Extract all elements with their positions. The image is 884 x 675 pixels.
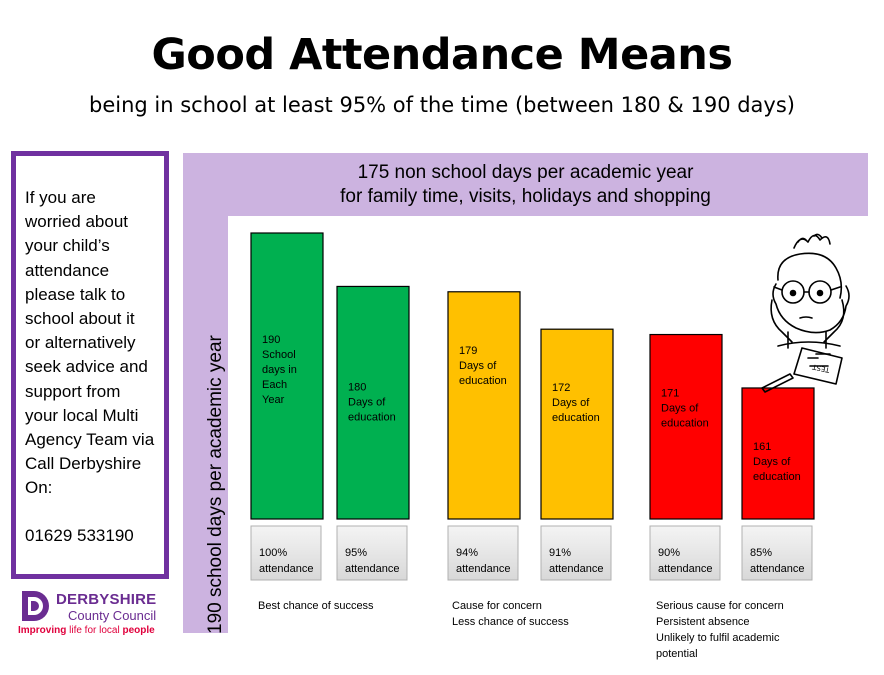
bar-label: education: [753, 471, 801, 483]
bar-label: Days of: [459, 360, 497, 372]
bar-label: 179: [459, 345, 477, 357]
tagline-mid: life for local: [66, 625, 123, 636]
bar: [649, 333, 723, 520]
attendance-label: 100%: [259, 547, 287, 559]
bar: [447, 291, 521, 520]
attendance-label: 95%: [345, 547, 367, 559]
bar-label: 171: [661, 388, 679, 400]
info-line: school about it: [25, 309, 135, 329]
page-title: Good Attendance Means: [151, 30, 733, 80]
info-line: or alternatively: [25, 333, 136, 353]
group-note: Serious cause for concern: [656, 600, 784, 612]
bar-label: education: [459, 375, 507, 387]
info-line: support from: [25, 381, 121, 401]
attendance-label: 90%: [658, 547, 680, 559]
bar-label: Days of: [552, 397, 590, 409]
group-note: Unlikely to fulfil academic: [656, 632, 780, 644]
attendance-box: [540, 525, 612, 581]
logo-emblem-icon: [22, 591, 49, 621]
attendance-box: [741, 525, 813, 581]
attendance-box: [250, 525, 322, 581]
bar-label: education: [552, 412, 600, 424]
bar-label: 172: [552, 382, 570, 394]
svg-text:TEST: TEST: [811, 362, 831, 374]
band-line-2: for family time, visits, holidays and sh…: [340, 186, 711, 207]
bar: [336, 285, 410, 520]
attendance-label: 94%: [456, 547, 478, 559]
phone-number: 01629 533190: [25, 526, 134, 545]
bar-label: 180: [348, 381, 366, 393]
bar-label: Days of: [661, 403, 699, 415]
group-note: Best chance of success: [258, 600, 374, 612]
group-note: Persistent absence: [656, 616, 750, 628]
attendance-label: attendance: [345, 563, 399, 575]
bar: [540, 328, 614, 520]
attendance-label: 85%: [750, 547, 772, 559]
info-line: worried about: [25, 212, 129, 232]
info-line: On:: [25, 478, 53, 498]
info-text: If you are worried about your child’s at…: [25, 186, 165, 501]
bar-label: education: [661, 418, 709, 430]
attendance-label: attendance: [658, 563, 712, 575]
tagline-end: people: [122, 625, 155, 636]
bar-label: 190: [262, 334, 280, 346]
logo-council: County Council: [68, 608, 157, 623]
attendance-label: attendance: [259, 563, 313, 575]
bar-label: days in: [262, 364, 297, 376]
bar-label: education: [348, 411, 396, 423]
attendance-box: [649, 525, 721, 581]
group-note: Less chance of success: [452, 616, 569, 628]
non-school-days-band: 175 non school days per academic year fo…: [183, 153, 868, 216]
logo-tagline: Improving life for local people: [18, 625, 155, 636]
tagline-bold: Improving: [18, 625, 67, 636]
bar-label: 161: [753, 441, 771, 453]
info-line: your child’s: [25, 236, 110, 256]
attendance-box: [447, 525, 519, 581]
bar-label: School: [262, 349, 296, 361]
bar-label: Days of: [753, 456, 791, 468]
attendance-label: 91%: [549, 547, 571, 559]
attendance-label: attendance: [549, 563, 603, 575]
bar-label: Each: [262, 379, 287, 391]
non-school-days-text: 175 non school days per academic year fo…: [183, 161, 868, 209]
attendance-box: [336, 525, 408, 581]
attendance-label: attendance: [456, 563, 510, 575]
bar-label: Year: [262, 394, 285, 406]
school-days-band: 190 school days per academic year: [183, 216, 228, 634]
bar-label: Days of: [348, 396, 386, 408]
info-line: please talk to: [25, 284, 126, 304]
worried-student-illustration: TEST: [758, 228, 868, 402]
bar: [741, 387, 815, 520]
band-line-1: 175 non school days per academic year: [357, 162, 694, 183]
info-line: your local Multi: [25, 405, 139, 425]
info-line: Agency Team via: [25, 430, 155, 450]
info-box: If you are worried about your child’s at…: [11, 151, 169, 579]
info-line: Call Derbyshire: [25, 454, 142, 474]
info-line: seek advice and: [25, 357, 148, 377]
group-note: potential: [656, 648, 698, 660]
attendance-label: attendance: [750, 563, 804, 575]
derbyshire-logo: DERBYSHIRE County Council Improving life…: [18, 588, 168, 643]
info-line: If you are: [25, 188, 96, 207]
logo-name: DERBYSHIRE: [56, 591, 157, 608]
info-line: attendance: [25, 260, 110, 280]
group-note: Cause for concern: [452, 600, 542, 612]
bar: [250, 232, 324, 520]
page-subtitle: being in school at least 95% of the time…: [88, 93, 795, 117]
